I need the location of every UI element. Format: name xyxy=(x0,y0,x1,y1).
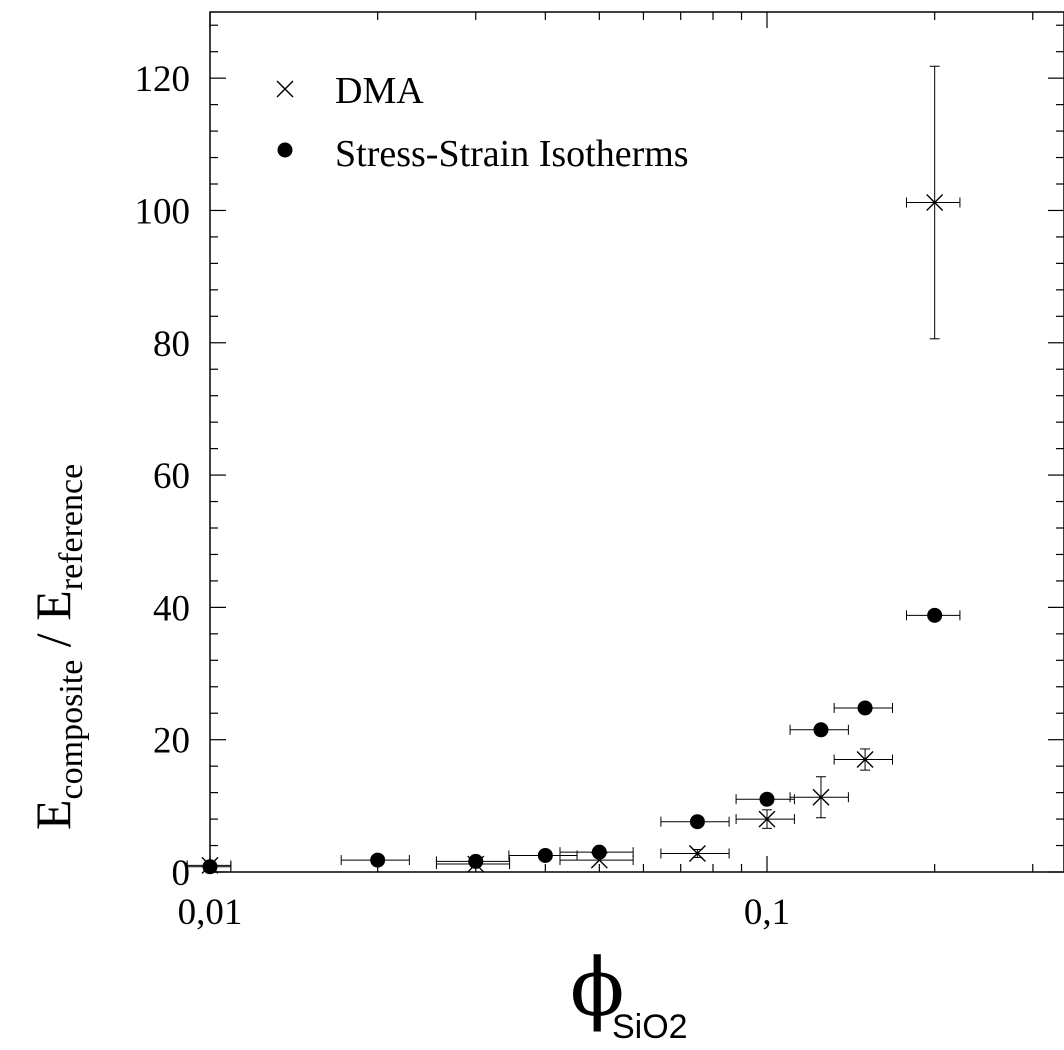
x-axis-title-main: ϕ xyxy=(570,941,625,1034)
data-point-stress-strain xyxy=(370,852,386,868)
data-markers xyxy=(201,194,944,875)
data-point-stress-strain xyxy=(468,853,484,869)
axis-ticks xyxy=(209,12,1064,873)
legend-marker-stress-strain xyxy=(277,142,293,158)
data-point-stress-strain xyxy=(927,607,943,623)
x-mark-stroke xyxy=(758,810,776,828)
data-point-stress-strain xyxy=(689,814,705,830)
y-tick-label: 0 xyxy=(172,853,191,894)
y-axis-title-sub2: reference xyxy=(53,464,90,590)
error-bars xyxy=(186,65,961,872)
y-tick-label: 60 xyxy=(153,456,190,497)
y-axis-title-mid: / E xyxy=(25,590,81,659)
data-point-dma xyxy=(856,751,874,769)
y-tick-label: 40 xyxy=(153,588,190,629)
axis-tick-labels: 0 20 40 60 80 100 120 0,01 0,1 xyxy=(135,59,791,933)
data-point-stress-strain xyxy=(202,859,218,875)
y-tick-label: 100 xyxy=(135,191,191,232)
data-point-dma xyxy=(812,788,830,806)
data-point-stress-strain xyxy=(759,791,775,807)
x-tick-label: 0,1 xyxy=(744,892,790,933)
legend-marker-dma xyxy=(276,80,294,98)
plot-frame xyxy=(209,11,1064,873)
y-axis-title-main: E xyxy=(25,799,81,830)
data-point-stress-strain xyxy=(591,844,607,860)
x-tick-label: 0,01 xyxy=(178,892,243,933)
x-mark-stroke xyxy=(856,751,874,769)
data-point-dma xyxy=(926,194,944,212)
legend-label-stress-strain: Stress-Strain Isotherms xyxy=(335,133,689,175)
legend: DMA Stress-Strain Isotherms xyxy=(276,70,689,175)
svg-text:Ecomposite / Ereference: Ecomposite / Ereference xyxy=(25,464,90,830)
y-axis-title: Ecomposite / Ereference xyxy=(25,464,90,830)
y-tick-label: 20 xyxy=(153,721,190,762)
y-tick-label: 80 xyxy=(153,324,190,365)
data-point-stress-strain xyxy=(857,700,873,716)
data-point-stress-strain xyxy=(813,722,829,738)
y-axis-title-sub1: composite xyxy=(53,660,90,800)
x-mark-stroke xyxy=(812,788,830,806)
x-mark-stroke xyxy=(688,844,706,862)
data-point-dma xyxy=(688,844,706,862)
data-point-dma xyxy=(758,810,776,828)
x-axis-title-sub: SiO2 xyxy=(612,1008,688,1046)
data-point-stress-strain xyxy=(537,847,553,863)
x-mark-stroke xyxy=(926,194,944,212)
legend-label-dma: DMA xyxy=(335,70,424,112)
y-tick-label: 120 xyxy=(135,59,191,100)
